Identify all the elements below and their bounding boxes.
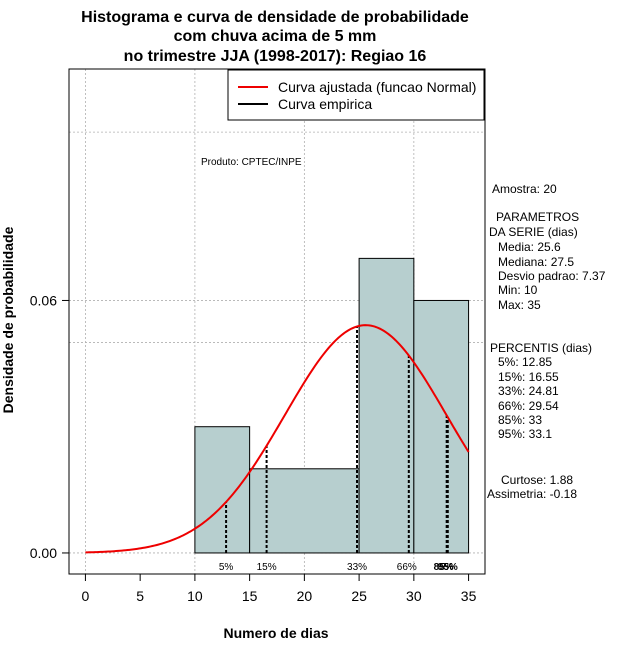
x-tick-label-0: 0 [82, 588, 90, 604]
percentile-label-1: 15% [257, 562, 277, 573]
fit-curve-line [85, 324, 470, 554]
axes-layer: 0 5 10 15 20 25 30 35 0.00 0.06 [30, 292, 477, 604]
y-tick-label-0: 0.00 [30, 545, 57, 561]
legend-empirical-label: Curva empirica [278, 96, 372, 112]
percentile-85: 85%: 33 [498, 413, 542, 427]
stat-kurtosis: Curtose: 1.88 [501, 473, 573, 487]
percentile-label-5: 95% [438, 562, 458, 573]
percentile-66: 66%: 29.54 [498, 399, 559, 413]
x-tick-label-3: 15 [242, 588, 258, 604]
percentile-label-0: 5% [219, 562, 234, 573]
percentile-label-4: 85% [434, 562, 454, 573]
product-note: Produto: CPTEC/INPE [201, 157, 302, 168]
stat-mean: Media: 25.6 [498, 240, 561, 254]
percentile-markers: 5% 15% 33% 66% 95%85% [219, 326, 458, 573]
percentiles-title: PERCENTIS (dias) [490, 341, 592, 355]
stat-skewness: Assimetria: -0.18 [487, 487, 577, 501]
chart-title-line-1: Histograma e curva de densidade de proba… [81, 9, 469, 26]
legend-fit-label: Curva ajustada (funcao Normal) [278, 79, 476, 95]
stat-max: Max: 35 [498, 298, 541, 312]
x-tick-label-4: 20 [297, 588, 313, 604]
histogram-bar-3 [413, 299, 470, 554]
legend-box [227, 69, 485, 121]
percentile-95: 95%: 33.1 [498, 427, 552, 441]
y-tick-label-1: 0.06 [30, 292, 57, 308]
percentile-label-2: 33% [347, 562, 367, 573]
parameters-title: PARAMETROS [496, 210, 579, 224]
sample-size: Amostra: 20 [492, 182, 557, 196]
grid-layer [69, 69, 485, 574]
chart-title-line-3: no trimestre JJA (1998-2017): Regiao 16 [124, 48, 427, 65]
percentile-15: 15%: 16.55 [498, 370, 559, 384]
x-axis-label: Numero de dias [223, 625, 328, 641]
x-tick-label-5: 25 [351, 588, 367, 604]
plot-frame [68, 68, 486, 575]
x-tick-label-7: 35 [461, 588, 477, 604]
percentile-label-3: 66% [397, 562, 417, 573]
stat-min: Min: 10 [498, 283, 538, 297]
histogram-bar-2 [358, 257, 415, 554]
stat-stddev: Desvio padrao: 7.37 [498, 269, 606, 283]
y-axis-label: Densidade de probabilidade [0, 226, 16, 413]
histogram-bar-0 [194, 426, 251, 554]
parameters-subtitle: DA SERIE (dias) [489, 225, 578, 239]
legend: Curva ajustada (funcao Normal) Curva emp… [227, 69, 485, 121]
x-tick-label-1: 5 [136, 588, 144, 604]
histogram-bars [194, 257, 470, 554]
x-tick-label-6: 30 [406, 588, 422, 604]
stat-median: Mediana: 27.5 [498, 255, 574, 269]
percentile-33: 33%: 24.81 [498, 384, 559, 398]
percentile-5: 5%: 12.85 [498, 355, 552, 369]
chart-title-line-2: com chuva acima de 5 mm [174, 28, 377, 45]
stats-panel: Amostra: 20 PARAMETROS DA SERIE (dias) M… [487, 182, 606, 501]
x-tick-label-2: 10 [187, 588, 203, 604]
